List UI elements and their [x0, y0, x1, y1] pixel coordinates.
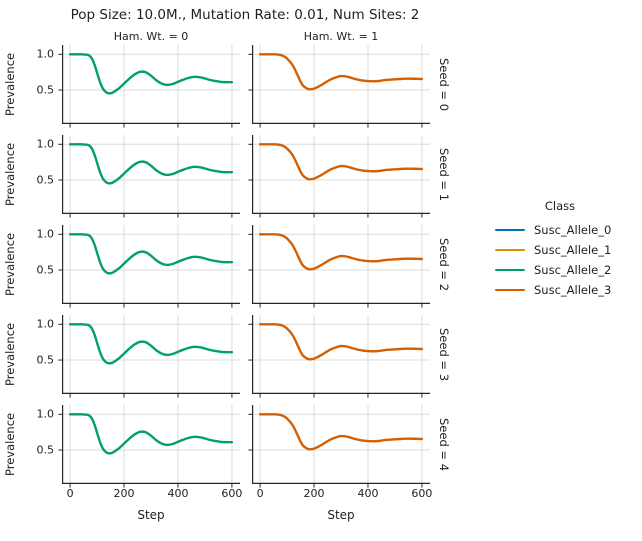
row-facet-label: Seed = 1 — [437, 147, 451, 201]
x-tick-label: 600 — [411, 487, 433, 500]
subplot-seed4-ham1 — [248, 405, 430, 488]
line-chart — [248, 225, 430, 308]
x-axis-ticks-right: 0 200 400 600 — [252, 487, 433, 501]
line-chart — [58, 45, 240, 128]
y-tick-label: 1.0 — [36, 407, 55, 421]
line-chart — [248, 405, 430, 488]
subplot-seed3-ham1 — [248, 315, 430, 398]
legend-title: Class — [544, 199, 576, 213]
legend-entry-label: Susc_Allele_0 — [534, 223, 612, 237]
x-tick-label: 400 — [167, 487, 189, 500]
subplot-seed1-ham0 — [58, 135, 240, 218]
col-facet-title-ham1: Ham. Wt. = 1 — [303, 30, 379, 43]
subplot-seed1-ham1 — [248, 135, 430, 218]
col-facet-title-ham0: Ham. Wt. = 0 — [113, 30, 189, 43]
x-tick-label: 200 — [113, 487, 135, 500]
x-axis-label-left: Step — [137, 508, 165, 522]
y-tick-label: 1.0 — [36, 227, 55, 241]
row-facet-label: Seed = 0 — [437, 57, 451, 111]
y-tick-label: 1.0 — [36, 47, 55, 61]
subplot-seed0-ham1 — [248, 45, 430, 128]
y-axis-label: Prevalence — [3, 232, 17, 297]
y-axis-label: Prevalence — [3, 322, 17, 387]
legend-line-swatch — [495, 288, 525, 292]
x-tick-label: 400 — [357, 487, 379, 500]
legend-line-swatch — [495, 228, 525, 232]
x-tick-label: 0 — [66, 487, 74, 500]
y-tick-label: 1.0 — [36, 137, 55, 151]
y-axis-label: Prevalence — [3, 52, 17, 117]
line-chart — [58, 135, 240, 218]
y-tick-label: 1.0 — [36, 317, 55, 331]
facet-row-seed2: Prevalence 1.0 0.5 Seed = 2 — [0, 225, 642, 308]
row-facet-label: Seed = 2 — [437, 237, 451, 291]
subplot-seed4-ham0 — [58, 405, 240, 488]
subplot-seed0-ham0 — [58, 45, 240, 128]
facet-row-seed4: Prevalence 1.0 0.5 Seed = 4 — [0, 405, 642, 488]
facet-row-seed0: Prevalence 1.0 0.5 Seed = 0 — [0, 45, 642, 128]
legend-entry-label: Susc_Allele_2 — [534, 263, 612, 277]
row-facet-label: Seed = 4 — [437, 417, 451, 471]
legend-line-swatch — [495, 268, 525, 272]
legend-entry-label: Susc_Allele_3 — [534, 283, 612, 297]
x-axis-ticks-left: 0 200 400 600 — [62, 487, 243, 501]
line-chart — [58, 315, 240, 398]
legend-entry: Susc_Allele_1 — [495, 240, 640, 260]
line-chart — [58, 225, 240, 308]
y-axis-label: Prevalence — [3, 412, 17, 477]
legend-line-swatch — [495, 248, 525, 252]
legend: Class Susc_Allele_0 Susc_Allele_1 Susc_A… — [495, 199, 640, 300]
line-chart — [248, 45, 430, 128]
line-chart — [248, 135, 430, 218]
line-chart — [248, 315, 430, 398]
facet-row-seed1: Prevalence 1.0 0.5 Seed = 1 — [0, 135, 642, 218]
subplot-seed2-ham0 — [58, 225, 240, 308]
y-tick-label: 0.5 — [36, 83, 55, 97]
x-tick-label: 600 — [221, 487, 243, 500]
subplot-seed3-ham0 — [58, 315, 240, 398]
line-chart — [58, 405, 240, 488]
legend-entry: Susc_Allele_0 — [495, 220, 640, 240]
y-tick-label: 0.5 — [36, 263, 55, 277]
x-tick-label: 0 — [256, 487, 264, 500]
row-facet-label: Seed = 3 — [437, 327, 451, 381]
figure-title: Pop Size: 10.0M., Mutation Rate: 0.01, N… — [70, 7, 420, 23]
legend-entry: Susc_Allele_2 — [495, 260, 640, 280]
legend-entry-label: Susc_Allele_1 — [534, 243, 612, 257]
y-axis-label: Prevalence — [3, 142, 17, 207]
facet-row-seed3: Prevalence 1.0 0.5 Seed = 3 — [0, 315, 642, 398]
y-tick-label: 0.5 — [36, 353, 55, 367]
legend-entry: Susc_Allele_3 — [495, 280, 640, 300]
x-axis-label-right: Step — [327, 508, 355, 522]
y-tick-label: 0.5 — [36, 173, 55, 187]
x-tick-label: 200 — [303, 487, 325, 500]
subplot-seed2-ham1 — [248, 225, 430, 308]
y-tick-label: 0.5 — [36, 443, 55, 457]
